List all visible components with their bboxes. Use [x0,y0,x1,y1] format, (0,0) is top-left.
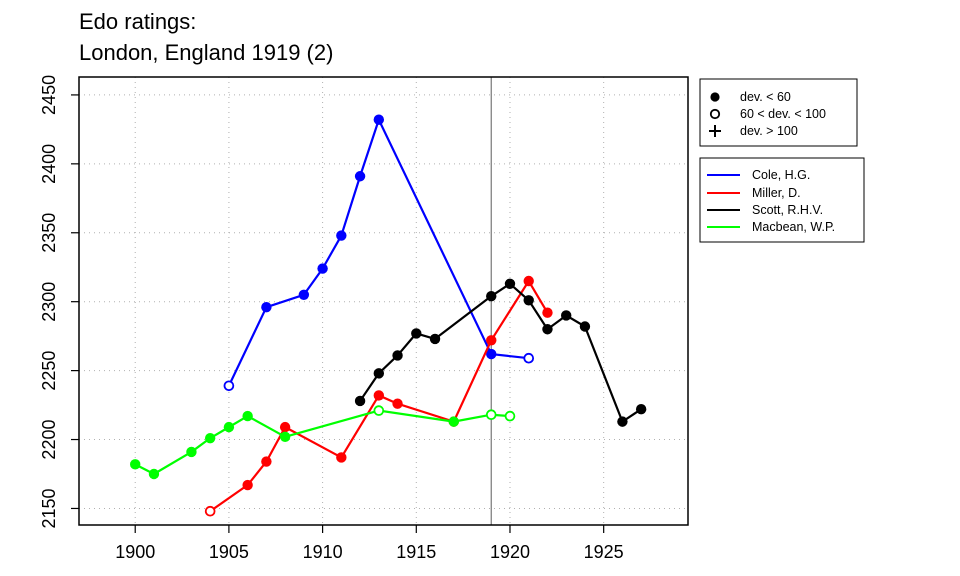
series-2-point-11 [617,416,628,427]
series-1-point-1 [242,479,253,491]
legend-label-plus: dev. > 100 [740,124,798,138]
series-1-point-3 [279,421,291,433]
x-tick-label-1915: 1915 [396,542,436,562]
y-tick-label-2450: 2450 [39,75,59,115]
series-3-point-4 [223,421,235,433]
plot-frame [78,76,689,526]
series-2-point-12 [635,404,647,415]
legend-series-macbean: Macbean, W.P. [752,220,835,234]
x-tick-label-1910: 1910 [303,542,343,562]
series-2-point-10 [579,321,591,332]
series-3-point-5 [242,410,253,422]
x-tick-label-1925: 1925 [584,542,624,562]
series-2-point-3 [411,328,422,339]
series-2-point-1 [373,368,385,379]
x-tick-label-1905: 1905 [209,542,249,562]
series-0-point-8 [523,352,535,364]
y-axis: 2150 2200 2250 2300 2350 2400 2450 [39,75,79,528]
series-2-point-2 [392,350,403,361]
series-3-point-0 [130,459,141,470]
y-tick-label-2200: 2200 [39,420,59,460]
y-tick-label-2150: 2150 [39,488,59,528]
series-2-point-6 [504,278,516,289]
series-3 [130,405,516,480]
series-3-point-9 [485,409,497,421]
series-3-point-2 [186,446,197,458]
legend-label-filled: dev. < 60 [740,90,791,104]
legend-label-open: 60 < dev. < 100 [740,107,826,121]
x-tick-label-1920: 1920 [490,542,530,562]
x-axis: 1900 1905 1910 1915 1920 1925 [115,525,624,562]
series-1-point-4 [336,452,347,463]
series-0-point-5 [354,171,366,182]
series-2-point-7 [523,295,534,306]
legend-marker-open-icon [709,108,721,120]
legend-series-scott: Scott, R.H.V. [752,203,823,217]
series-1-point-9 [523,275,534,287]
y-tick-label-2300: 2300 [39,282,59,322]
series-3-point-1 [148,468,160,480]
series-0-point-7 [486,348,497,360]
legend-marker-filled-icon [710,92,720,102]
deviation-legend-box [699,78,858,147]
series-group [130,114,647,517]
series-2 [354,278,647,427]
series-2-point-0 [354,395,366,407]
series-1-point-10 [542,307,553,318]
series-2-point-8 [542,324,553,335]
series-3-point-8 [448,416,459,427]
legend-marker-plus-icon [709,125,721,137]
x-tick-label-1900: 1900 [115,542,155,562]
series-3-point-6 [279,431,291,442]
series-1-point-0 [204,505,216,517]
legend-series-cole: Cole, H.G. [752,168,810,182]
series-1-point-2 [261,456,272,467]
series-1-point-8 [486,335,497,346]
y-tick-label-2350: 2350 [39,213,59,253]
chart-title-line-1: Edo ratings: [79,9,196,34]
series-0-point-0 [223,380,235,392]
series-3-point-10 [504,410,516,422]
chart-title-line-2: London, England 1919 (2) [79,40,333,65]
series-0-point-2 [298,289,310,300]
y-tick-label-2400: 2400 [39,144,59,184]
series-0 [223,114,535,392]
series-2-point-4 [429,333,441,345]
y-tick-label-2250: 2250 [39,351,59,391]
series-0-point-3 [317,263,328,274]
series-0-point-1 [261,302,272,313]
series-3-point-3 [204,432,216,444]
series-0-point-4 [336,230,347,241]
legend-series-miller: Miller, D. [752,186,801,200]
deviation-legend: dev. < 60 60 < dev. < 100 dev. > 100 [699,78,858,147]
series-3-point-7 [373,405,385,416]
series-1-point-6 [392,398,403,409]
series-legend: Cole, H.G. Miller, D. Scott, R.H.V. Macb… [699,157,865,243]
series-1-point-5 [373,390,385,401]
series-2-point-9 [561,310,572,321]
series-2-point-5 [486,290,497,302]
series-0-point-6 [373,114,385,125]
